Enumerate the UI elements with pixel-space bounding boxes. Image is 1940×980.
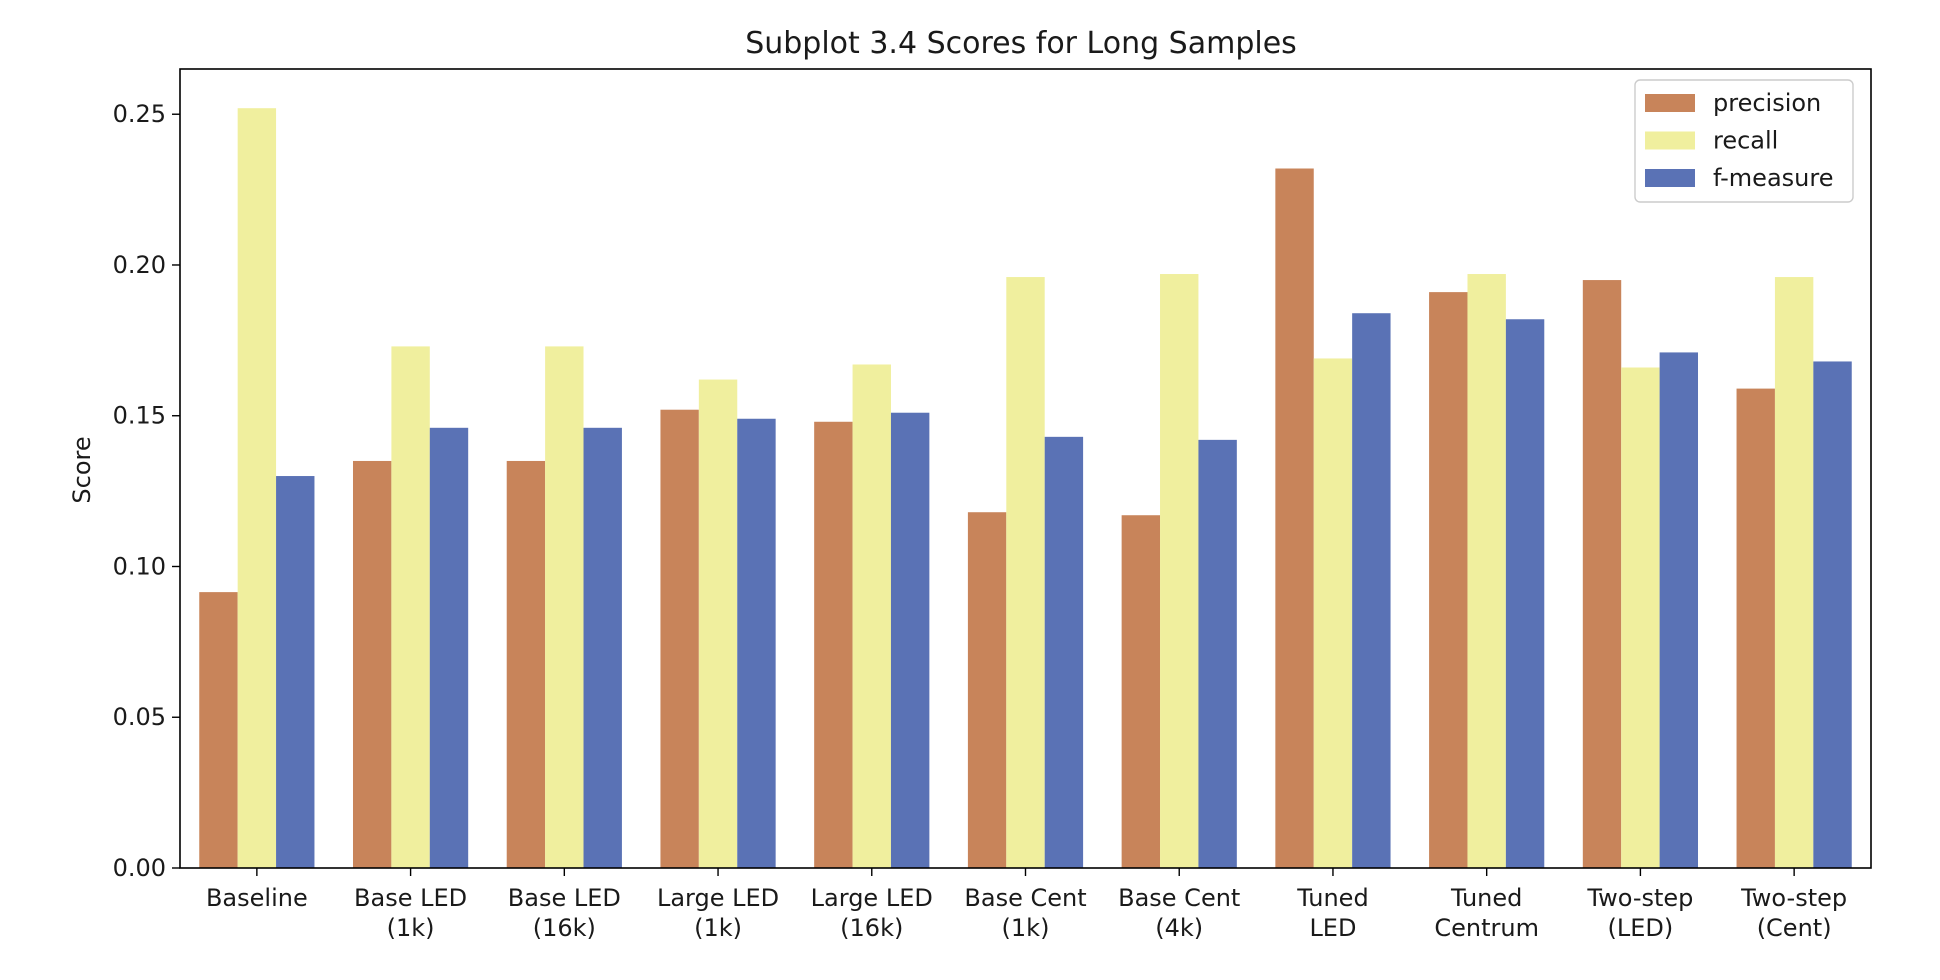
bar-recall-8 (1467, 274, 1506, 868)
bar-recall-5 (1006, 277, 1045, 868)
bar-precision-9 (1582, 280, 1622, 868)
bar-f-measure-3 (737, 418, 776, 868)
bar-precision-2 (506, 460, 546, 868)
x-tick-label: Base Cent (4k) (1118, 884, 1240, 942)
x-tick-label: Baseline (206, 884, 308, 912)
x-tick-label: Two-step (LED) (1586, 884, 1693, 942)
bar-recall-7 (1313, 358, 1353, 868)
bar-precision-8 (1429, 292, 1468, 868)
bar-f-measure-9 (1659, 352, 1699, 868)
bar-recall-6 (1160, 274, 1199, 868)
bar-precision-0 (199, 592, 238, 868)
y-tick-label: 0.10 (113, 552, 166, 580)
bar-precision-4 (814, 421, 853, 868)
bar-f-measure-4 (890, 412, 930, 868)
bar-recall-0 (237, 108, 277, 868)
bar-precision-1 (352, 460, 392, 868)
legend-label-precision: precision (1713, 89, 1821, 117)
legend-swatch-recall (1645, 131, 1695, 150)
y-tick-label: 0.25 (113, 100, 166, 128)
bar-precision-5 (967, 512, 1007, 868)
bar-precision-6 (1121, 515, 1161, 868)
y-tick-label: 0.20 (113, 251, 166, 279)
legend-swatch-f-measure (1645, 169, 1695, 187)
x-tick-label: Tuned Centrum (1434, 884, 1539, 942)
chart-title: Subplot 3.4 Scores for Long Samples (745, 26, 1297, 61)
y-tick-label: 0.00 (113, 854, 166, 882)
y-axis-label: Score (68, 436, 96, 503)
legend-label-f-measure: f-measure (1713, 164, 1833, 192)
x-tick-label: Large LED (1k) (657, 884, 779, 942)
legend-swatch-precision (1645, 94, 1695, 112)
x-tick-label: Base LED (16k) (508, 884, 621, 942)
x-tick-label: Large LED (16k) (811, 884, 933, 942)
bar-recall-10 (1774, 277, 1814, 868)
bar-precision-3 (660, 409, 699, 868)
bar-f-measure-10 (1813, 361, 1852, 868)
y-tick-label: 0.15 (113, 402, 166, 430)
y-tick-label: 0.05 (113, 703, 166, 731)
bar-recall-9 (1621, 367, 1660, 868)
axes-layer: 0.00 0.05 0.10 0.15 0.20 0.25 Baseline Base LED… (113, 68, 1872, 942)
bar-f-measure-7 (1352, 313, 1391, 869)
bar-precision-10 (1736, 388, 1775, 868)
bar-f-measure-8 (1505, 319, 1545, 868)
bars-layer (199, 108, 1852, 869)
bar-precision-7 (1275, 168, 1314, 868)
x-tick-label: Tuned LED (1296, 884, 1368, 942)
bar-recall-2 (545, 346, 584, 868)
bar-f-measure-6 (1198, 439, 1237, 868)
bar-recall-1 (391, 346, 430, 868)
bar-f-measure-5 (1044, 436, 1084, 868)
x-tick-label: Two-step (Cent) (1740, 884, 1847, 942)
bar-f-measure-2 (583, 427, 622, 868)
bar-recall-4 (852, 364, 891, 868)
legend: precision recall f-measure (1634, 79, 1854, 203)
x-tick-label: Base Cent (1k) (964, 884, 1086, 942)
legend-label-recall: recall (1713, 127, 1778, 155)
bar-f-measure-0 (276, 476, 315, 868)
bar-recall-3 (698, 379, 738, 868)
x-tick-label: Base LED (1k) (354, 884, 467, 942)
bar-f-measure-1 (429, 427, 469, 868)
